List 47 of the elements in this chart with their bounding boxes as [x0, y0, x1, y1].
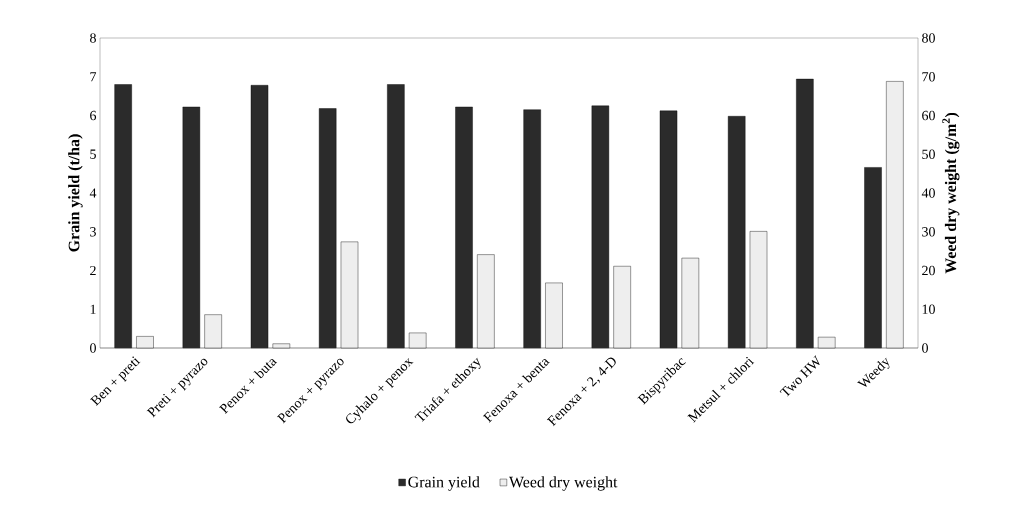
y2-tick-label: 30	[922, 227, 935, 237]
y-tick-label: 7	[90, 72, 97, 82]
y-tick-label: 6	[90, 110, 97, 121]
y2-tick-label: 0	[922, 343, 928, 353]
bar	[613, 266, 631, 349]
y2-tick-label: 70	[922, 72, 935, 82]
legend-label: Grain yield	[408, 476, 480, 491]
bar	[545, 282, 563, 349]
y-tick-label: 8	[90, 33, 96, 43]
bar	[387, 84, 405, 349]
bar	[272, 343, 291, 349]
bar	[886, 81, 904, 349]
y-axis-title: Grain yield (t/ha)	[68, 134, 83, 252]
bar	[182, 106, 201, 349]
x-tick-label: Two HW	[779, 355, 820, 397]
y2-tick-label: 40	[921, 188, 935, 198]
y-tick-label: 4	[89, 188, 97, 198]
bar	[727, 116, 746, 349]
bar	[659, 110, 678, 349]
bar	[204, 314, 222, 349]
bar	[796, 78, 814, 349]
bar	[591, 105, 610, 349]
y-tick-label: 5	[90, 149, 96, 159]
y2-tick-label: 20	[922, 265, 935, 276]
bar	[749, 231, 768, 349]
bar	[318, 108, 337, 349]
bar	[864, 167, 882, 349]
bar	[340, 241, 359, 349]
y2-tick-label: 50	[922, 149, 935, 159]
y-tick-label: 3	[90, 227, 96, 237]
bar	[455, 106, 473, 349]
y-tick-label: 1	[90, 304, 96, 314]
bar	[408, 332, 427, 349]
bar	[477, 254, 495, 349]
y2-tick-label: 60	[922, 110, 935, 121]
y-tick-label: 0	[90, 343, 96, 353]
bar	[136, 336, 154, 349]
y-tick-label: 2	[90, 265, 96, 276]
bar	[681, 257, 700, 349]
y2-tick-label: 10	[922, 304, 935, 314]
y2-axis-title: Weed dry weight (g/m$^{2}$)	[942, 112, 960, 274]
bar	[523, 109, 541, 349]
bar	[114, 84, 132, 349]
bar	[250, 85, 269, 349]
y2-tick-label: 80	[922, 33, 935, 43]
legend-label: Weed dry weight	[509, 476, 618, 491]
bar	[817, 336, 836, 349]
